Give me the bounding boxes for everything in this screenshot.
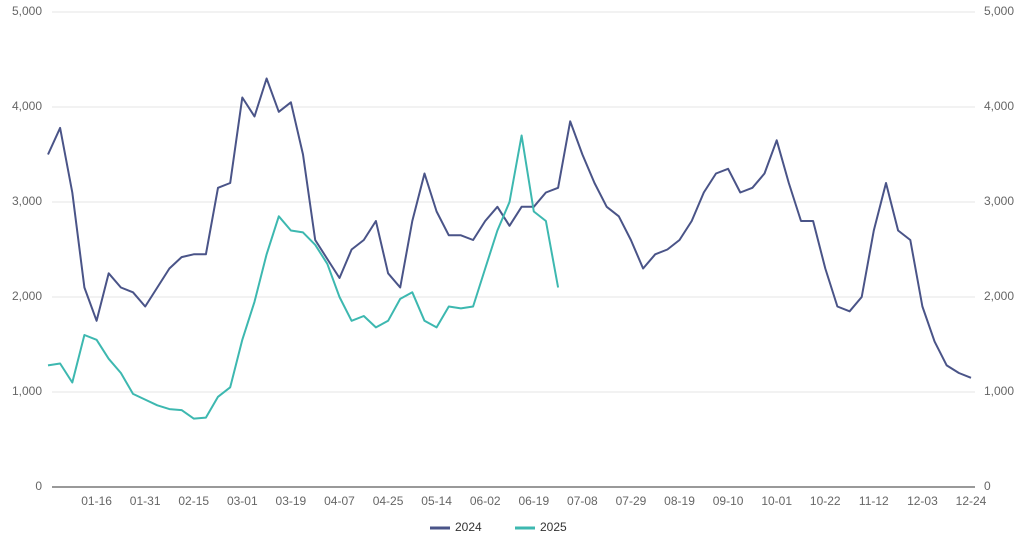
line-series <box>47 77 972 379</box>
y2-tick-label: 1,000 <box>984 384 1014 398</box>
y2-tick-label: 0 <box>984 479 991 493</box>
x-tick-label: 06-02 <box>470 494 501 508</box>
x-tick-label: 04-07 <box>324 494 355 508</box>
y-tick-label: 2,000 <box>12 289 42 303</box>
y2-tick-label: 2,000 <box>984 289 1014 303</box>
x-tick-label: 10-22 <box>810 494 841 508</box>
line-series <box>47 134 560 420</box>
x-tick-label: 01-16 <box>81 494 112 508</box>
x-tick-label: 12-24 <box>956 494 987 508</box>
y-tick-label: 4,000 <box>12 99 42 113</box>
x-tick-label: 06-19 <box>518 494 549 508</box>
x-tick-label: 05-14 <box>421 494 452 508</box>
x-tick-label: 02-15 <box>178 494 209 508</box>
x-tick-label: 07-08 <box>567 494 598 508</box>
y2-tick-label: 3,000 <box>984 194 1014 208</box>
x-tick-label: 03-01 <box>227 494 258 508</box>
x-tick-label: 11-12 <box>859 494 889 508</box>
x-tick-label: 09-10 <box>713 494 744 508</box>
y-tick-label: 0 <box>35 479 42 493</box>
y-tick-label: 3,000 <box>12 194 42 208</box>
x-tick-label: 07-29 <box>616 494 647 508</box>
x-tick-label: 12-03 <box>907 494 938 508</box>
y2-tick-label: 4,000 <box>984 99 1014 113</box>
y-tick-label: 1,000 <box>12 384 42 398</box>
x-tick-label: 04-25 <box>373 494 404 508</box>
y2-tick-label: 5,000 <box>984 4 1014 18</box>
legend-label: 2025 <box>540 520 567 534</box>
y-tick-label: 5,000 <box>12 4 42 18</box>
x-tick-label: 08-19 <box>664 494 695 508</box>
legend-label: 2024 <box>455 520 482 534</box>
x-tick-label: 03-19 <box>276 494 307 508</box>
x-tick-label: 10-01 <box>761 494 792 508</box>
x-tick-label: 01-31 <box>130 494 161 508</box>
